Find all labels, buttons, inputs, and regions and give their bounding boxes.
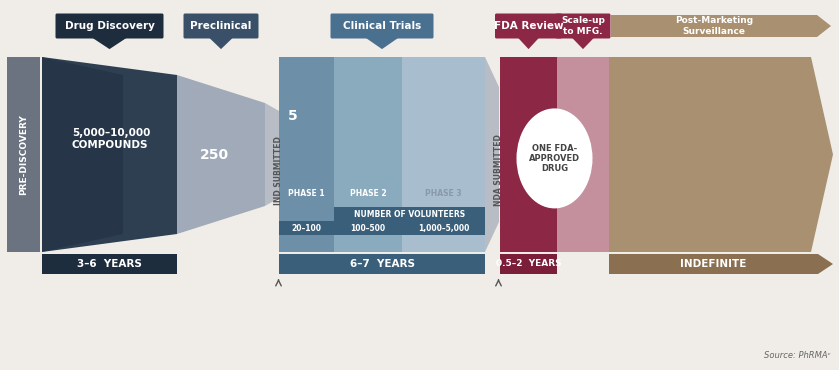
Text: NUMBER OF VOLUNTEERS: NUMBER OF VOLUNTEERS <box>354 210 465 219</box>
Bar <box>500 57 557 252</box>
Polygon shape <box>177 75 265 234</box>
Text: PHASE 1: PHASE 1 <box>288 189 325 198</box>
Polygon shape <box>364 37 399 49</box>
Bar <box>279 57 334 252</box>
Polygon shape <box>42 57 123 252</box>
Polygon shape <box>485 57 499 252</box>
Text: IND SUBMITTED: IND SUBMITTED <box>274 136 283 205</box>
Bar <box>334 57 402 252</box>
Bar <box>557 57 609 252</box>
Bar <box>334 207 485 221</box>
Text: 6–7  YEARS: 6–7 YEARS <box>350 259 414 269</box>
Text: 100–500: 100–500 <box>351 223 386 233</box>
FancyBboxPatch shape <box>331 13 434 38</box>
Text: FDA Review: FDA Review <box>493 21 563 31</box>
Bar <box>279 254 485 274</box>
Text: NDA SUBMITTED: NDA SUBMITTED <box>494 134 503 206</box>
FancyBboxPatch shape <box>495 13 562 38</box>
Polygon shape <box>609 254 833 274</box>
Text: Source: PhRMAᶜ: Source: PhRMAᶜ <box>764 351 831 360</box>
Polygon shape <box>611 15 831 37</box>
Bar <box>42 254 177 274</box>
Text: INDEFINITE: INDEFINITE <box>680 259 747 269</box>
Polygon shape <box>609 57 833 252</box>
Text: 5,000–10,000
COMPOUNDS: 5,000–10,000 COMPOUNDS <box>72 128 150 150</box>
Text: PHASE 2: PHASE 2 <box>350 189 386 198</box>
Text: 3–6  YEARS: 3–6 YEARS <box>77 259 142 269</box>
Text: 0.5–2  YEARS: 0.5–2 YEARS <box>496 259 561 269</box>
FancyBboxPatch shape <box>555 13 611 38</box>
Text: Preclinical: Preclinical <box>190 21 252 31</box>
Bar <box>279 221 485 235</box>
Bar <box>7 57 40 252</box>
FancyBboxPatch shape <box>184 13 258 38</box>
Text: Scale-up
to MFG.: Scale-up to MFG. <box>561 16 605 36</box>
Text: PRE-DISCOVERY: PRE-DISCOVERY <box>19 114 28 195</box>
Text: 20–100: 20–100 <box>291 223 321 233</box>
Polygon shape <box>265 103 279 206</box>
Ellipse shape <box>517 108 592 208</box>
Bar <box>402 57 485 252</box>
Polygon shape <box>571 37 595 49</box>
Text: Clinical Trials: Clinical Trials <box>343 21 421 31</box>
Bar <box>500 254 557 274</box>
FancyBboxPatch shape <box>55 13 164 38</box>
Polygon shape <box>208 37 233 49</box>
Polygon shape <box>518 37 539 49</box>
Text: Drug Discovery: Drug Discovery <box>65 21 154 31</box>
Text: Post-Marketing
Surveillance: Post-Marketing Surveillance <box>675 16 753 36</box>
Text: 1,000–5,000: 1,000–5,000 <box>418 223 469 233</box>
Text: 250: 250 <box>200 148 228 161</box>
Text: 5: 5 <box>288 108 298 122</box>
Polygon shape <box>91 37 128 49</box>
Text: PHASE 3: PHASE 3 <box>425 189 461 198</box>
Polygon shape <box>42 57 177 252</box>
Text: ONE FDA-
APPROVED
DRUG: ONE FDA- APPROVED DRUG <box>529 144 580 173</box>
